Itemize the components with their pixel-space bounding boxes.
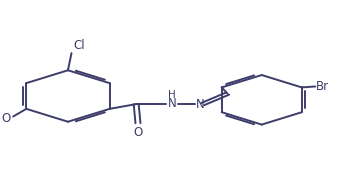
Text: Br: Br [316, 80, 329, 93]
Text: N: N [168, 97, 176, 110]
Text: H: H [168, 90, 176, 100]
Text: N: N [195, 98, 204, 111]
Text: O: O [133, 126, 143, 139]
Text: Cl: Cl [73, 39, 85, 52]
Text: O: O [2, 112, 11, 125]
